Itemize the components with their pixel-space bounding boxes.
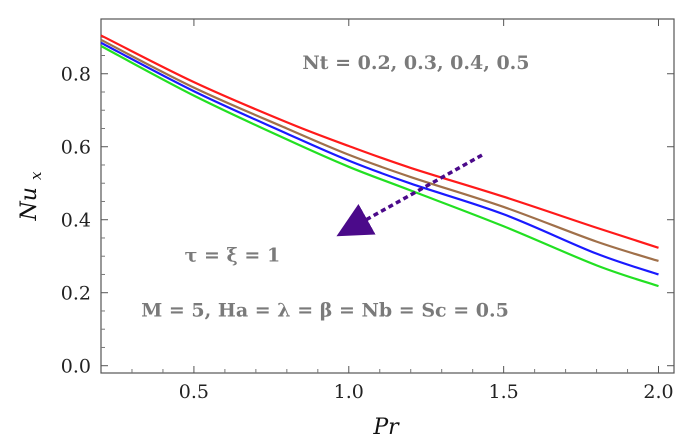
x-tick-label: 1.5	[489, 381, 519, 403]
y-tick-label: 0.0	[61, 356, 91, 378]
series-line-3	[100, 41, 659, 276]
x-tick-label: 2.0	[643, 381, 673, 403]
series-lines	[100, 34, 659, 288]
series-line-1	[100, 34, 659, 249]
series-line-4	[100, 45, 659, 288]
x-axis-title: Pr	[372, 415, 400, 440]
y-tick-label: 0.2	[61, 283, 91, 305]
y-axis-title-subscript: x	[27, 171, 45, 180]
y-tick-label: 0.6	[61, 137, 91, 159]
trend-arrow	[336, 153, 483, 237]
annotations: Nt = 0.2, 0.3, 0.4, 0.5 τ = ξ = 1 M = 5, H…	[141, 52, 529, 321]
y-tick-label: 0.4	[61, 210, 91, 232]
plot-frame	[100, 18, 675, 374]
series-line-2	[100, 38, 659, 263]
y-tick-label: 0.8	[61, 64, 91, 86]
y-axis-title: Nu x	[17, 171, 45, 221]
annotation-nt: Nt = 0.2, 0.3, 0.4, 0.5	[302, 52, 529, 74]
annotation-params: M = 5, Ha = λ = β = Nb = Sc = 0.5	[141, 299, 509, 321]
x-tick-label: 1.0	[334, 381, 364, 403]
tick-labels: 0.5 1.0 1.5 2.0 0.0 0.2 0.4 0.6 0.8	[61, 64, 674, 403]
x-tick-label: 0.5	[179, 381, 209, 403]
annotation-tau: τ = ξ = 1	[185, 245, 281, 267]
